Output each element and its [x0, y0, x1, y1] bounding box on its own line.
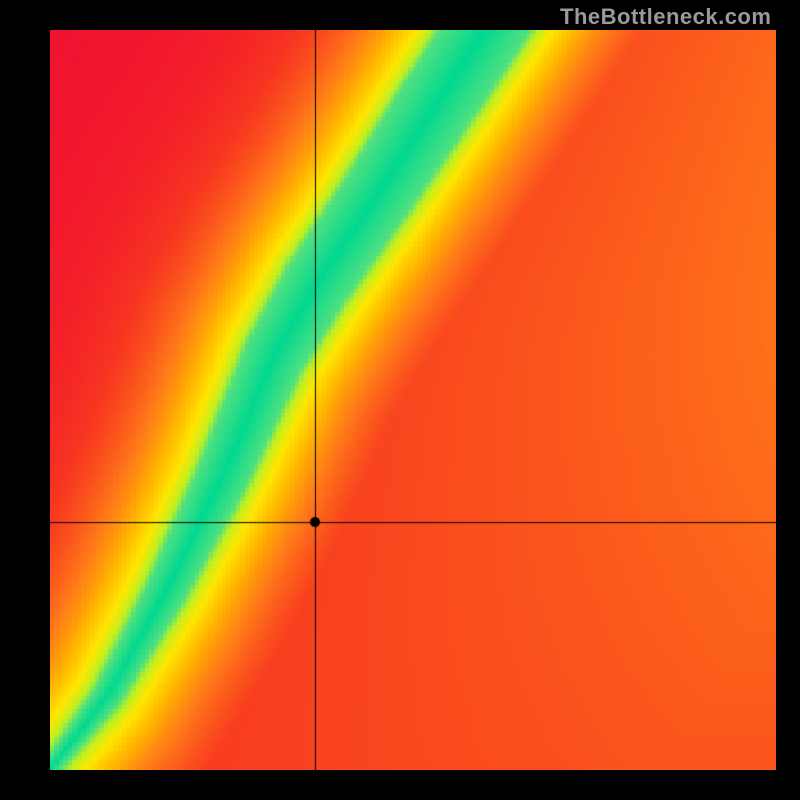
heatmap-plot — [50, 30, 776, 770]
heatmap-canvas — [50, 30, 776, 770]
watermark-text: TheBottleneck.com — [560, 4, 771, 30]
